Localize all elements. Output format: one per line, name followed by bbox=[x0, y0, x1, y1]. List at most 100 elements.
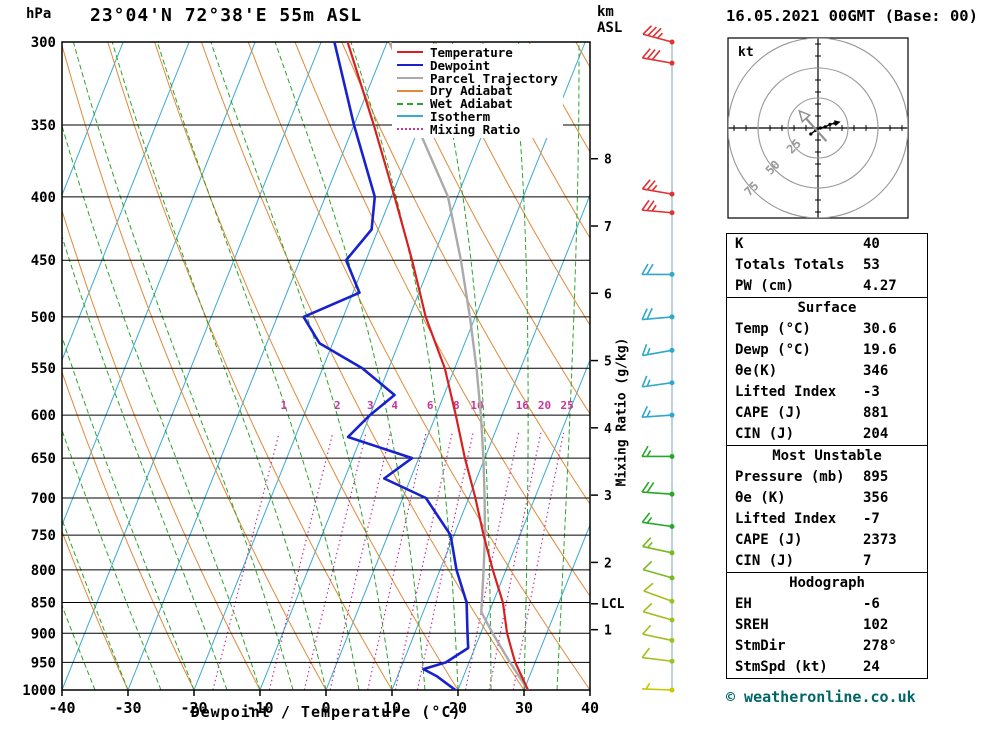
asl-unit-label: ASL bbox=[597, 20, 623, 36]
wind-barb-column bbox=[641, 25, 675, 693]
legend-label: Isotherm bbox=[430, 108, 491, 124]
plot-border bbox=[61, 41, 591, 691]
stat-value: -7 bbox=[863, 511, 880, 527]
stat-label: Lifted Index bbox=[735, 384, 837, 400]
km-tick-label: 7 bbox=[604, 220, 612, 235]
wind-barb bbox=[641, 445, 675, 459]
parcel-trajectory-curve bbox=[389, 42, 530, 690]
legend-swatch-dashed bbox=[397, 102, 423, 105]
wind-barb bbox=[641, 647, 675, 664]
stat-label: StmDir bbox=[735, 638, 786, 654]
legend-swatch-solid bbox=[397, 115, 423, 118]
km-tick-label: 5 bbox=[604, 355, 612, 370]
stat-label: CAPE (J) bbox=[735, 405, 803, 421]
mixing-ratio-value-label: 20 bbox=[538, 399, 551, 412]
legend-swatch-solid bbox=[397, 64, 423, 67]
temperature-tick-label: -20 bbox=[180, 699, 207, 717]
wind-barb bbox=[642, 624, 675, 643]
stat-label: Temp (°C) bbox=[735, 321, 811, 337]
stat-value: 19.6 bbox=[863, 342, 897, 358]
chart-legend: Temperature Dewpoint Parcel Trajectory Dry … bbox=[392, 44, 563, 138]
temperature-tick-label: -40 bbox=[48, 699, 75, 717]
storm-motion-arrowhead bbox=[798, 109, 812, 124]
pressure-tick-label: 1000 bbox=[22, 683, 56, 699]
stat-value: 4.27 bbox=[863, 278, 897, 294]
pressure-axis-unit-label: hPa bbox=[26, 6, 52, 22]
legend-item: Mixing Ratio bbox=[397, 121, 558, 137]
stat-label: θe(K) bbox=[735, 363, 778, 379]
stat-label: PW (cm) bbox=[735, 278, 795, 294]
pressure-tick-label: 550 bbox=[31, 361, 56, 377]
hodograph-trace-arrowhead bbox=[834, 120, 841, 127]
stat-label: EH bbox=[735, 596, 752, 612]
km-tick-label: 2 bbox=[604, 556, 612, 571]
wind-barb bbox=[641, 343, 675, 357]
mixing-ratio-value-label: 3 bbox=[367, 399, 374, 412]
stat-value: 53 bbox=[863, 257, 880, 273]
stat-row: Dewp (°C) 19.6 bbox=[727, 340, 927, 361]
stat-label: CAPE (J) bbox=[735, 532, 803, 548]
legend-label: Mixing Ratio bbox=[430, 121, 521, 137]
stat-value: 40 bbox=[863, 236, 880, 252]
stat-row: CAPE (J) 2373 bbox=[727, 530, 927, 551]
stat-row: PW (cm) 4.27 bbox=[727, 276, 927, 297]
mixing-ratio-lines bbox=[212, 432, 565, 690]
temperature-tick-label: 20 bbox=[449, 699, 467, 717]
copyright-notice: © weatheronline.co.uk bbox=[726, 688, 916, 706]
pressure-tick-label: 900 bbox=[31, 626, 56, 642]
legend-item: Dry Adiabat bbox=[397, 83, 558, 98]
stat-value: 7 bbox=[863, 553, 872, 569]
pressure-tick-label: 850 bbox=[31, 596, 56, 612]
stat-value: 278° bbox=[863, 638, 897, 654]
mixing-ratio-axis-title: Mixing Ratio (g/kg) bbox=[614, 337, 630, 487]
mixing-ratio-value-label: 2 bbox=[334, 399, 341, 412]
stat-row: Totals Totals 53 bbox=[727, 255, 927, 276]
stat-row: EH -6 bbox=[727, 594, 927, 615]
stat-row: K 40 bbox=[727, 234, 927, 255]
legend-label: Dewpoint bbox=[430, 57, 491, 73]
legend-label: Temperature bbox=[430, 44, 513, 60]
stat-row: CIN (J) 7 bbox=[727, 551, 927, 572]
wind-barb bbox=[642, 560, 675, 581]
legend-item: Parcel Trajectory bbox=[397, 71, 558, 86]
stat-label: SREH bbox=[735, 617, 769, 633]
stat-label: θe (K) bbox=[735, 490, 786, 506]
stat-value: 895 bbox=[863, 469, 889, 485]
pressure-tick-label: 800 bbox=[31, 563, 56, 579]
stat-value: 346 bbox=[863, 363, 889, 379]
legend-swatch-solid bbox=[397, 76, 423, 79]
pressure-tick-label: 500 bbox=[31, 310, 56, 326]
wind-barb bbox=[641, 307, 675, 321]
km-unit-label: km bbox=[597, 4, 614, 20]
stat-value: -3 bbox=[863, 384, 880, 400]
legend-swatch-solid bbox=[397, 89, 423, 92]
wind-barb bbox=[641, 263, 675, 277]
wind-barb bbox=[641, 406, 675, 418]
stats-table: K 40 Totals Totals 53 PW (cm) 4.27 bbox=[726, 233, 928, 298]
wind-barb bbox=[641, 512, 675, 529]
wind-barb bbox=[641, 375, 675, 388]
stat-row: θe (K) 356 bbox=[727, 488, 927, 509]
mixing-ratio-labels: 1 2 3 4 6 8 10 16 20 25 bbox=[281, 399, 574, 412]
pressure-tick-label: 350 bbox=[31, 118, 56, 134]
km-tick-label: 4 bbox=[604, 422, 612, 437]
pressure-gridlines bbox=[62, 41, 590, 691]
legend-item: Dewpoint bbox=[397, 57, 558, 73]
lcl-label: LCL bbox=[601, 597, 625, 612]
isotherm-lines bbox=[62, 42, 590, 690]
mixing-ratio-value-label: 16 bbox=[516, 399, 530, 412]
km-asl-axis-label: km ASL bbox=[597, 4, 622, 36]
stat-row: CIN (J) 204 bbox=[727, 424, 927, 445]
stat-row: CAPE (J) 881 bbox=[727, 403, 927, 424]
stat-value: 356 bbox=[863, 490, 889, 506]
temperature-tick-label: 0 bbox=[321, 699, 330, 717]
stats-table: Hodograph EH -6 SREH 102 StmDir 278° StmSpd (kt… bbox=[726, 572, 928, 679]
stat-row: Lifted Index -3 bbox=[727, 382, 927, 403]
legend-swatch-solid bbox=[397, 51, 423, 54]
km-tick-label: 8 bbox=[604, 153, 612, 168]
stats-table-header: Most Unstable bbox=[772, 448, 882, 464]
mixing-ratio-value-label: 25 bbox=[561, 399, 574, 412]
hodograph-unit-label: kt bbox=[738, 45, 754, 60]
temperature-axis-title: Dewpoint / Temperature (°C) bbox=[190, 703, 462, 721]
stat-value: 2373 bbox=[863, 532, 897, 548]
